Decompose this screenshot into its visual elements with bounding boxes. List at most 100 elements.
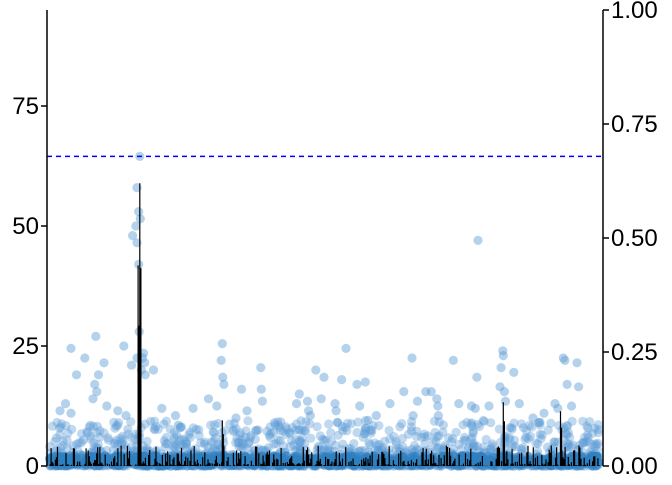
scatter-point — [366, 428, 376, 438]
scatter-point — [460, 435, 471, 445]
scatter-point — [119, 341, 129, 351]
scatter-point — [169, 428, 179, 438]
scatter-point — [188, 403, 198, 413]
scatter-point — [181, 437, 191, 447]
scatter-point — [432, 432, 442, 442]
scatter-point — [245, 433, 255, 443]
scatter-point — [86, 434, 96, 444]
scatter-point — [180, 442, 190, 452]
scatter-point — [409, 440, 420, 451]
scatter-point — [467, 418, 477, 428]
scatter-point — [295, 442, 305, 452]
scatter-point — [563, 428, 574, 438]
scatter-point — [472, 441, 482, 451]
scatter-point — [284, 428, 294, 438]
scatter-point — [200, 437, 210, 447]
scatter-point — [235, 428, 245, 438]
scatter-point — [88, 394, 98, 404]
scatter-point — [228, 426, 238, 436]
scatter-point — [181, 439, 191, 449]
scatter-point — [566, 401, 577, 411]
scatter-point — [578, 416, 588, 426]
scatter-point — [391, 440, 401, 450]
scatter-point — [169, 433, 179, 443]
scatter-point — [365, 440, 375, 450]
scatter-point — [148, 365, 159, 375]
scatter-point — [290, 425, 301, 435]
scatter-point — [579, 437, 589, 447]
scatter-point — [411, 455, 421, 465]
scatter-point — [51, 433, 62, 443]
scatter-point — [593, 428, 603, 438]
scatter-point — [151, 422, 161, 432]
scatter-point — [159, 419, 169, 429]
black-trace-layer — [49, 183, 600, 466]
scatter-point — [300, 439, 310, 449]
left-tick-label: 25 — [12, 333, 39, 360]
scatter-point — [466, 434, 476, 444]
left-tick-label: 50 — [12, 213, 39, 240]
scatter-point — [367, 426, 377, 436]
scatter-point — [473, 419, 483, 429]
scatter-point — [391, 445, 401, 455]
scatter-point — [301, 426, 311, 436]
scatter-point — [265, 422, 275, 432]
scatter-point — [231, 413, 241, 423]
scatter-point — [500, 396, 511, 406]
scatter-point — [240, 432, 251, 442]
scatter-point — [519, 423, 529, 433]
scatter-point — [292, 444, 302, 454]
scatter-point — [256, 384, 266, 394]
scatter-point — [109, 439, 119, 449]
scatter-point — [498, 346, 508, 356]
scatter-point — [433, 411, 443, 421]
scatter-point — [126, 417, 136, 427]
scatter-point — [251, 425, 261, 436]
scatter-point — [257, 451, 267, 461]
scatter-point — [55, 406, 65, 416]
scatter-point — [232, 433, 242, 443]
scatter-point — [504, 434, 514, 444]
scatter-point — [243, 439, 254, 449]
scatter-point — [535, 417, 545, 427]
scatter-point — [593, 438, 603, 448]
scatter-point — [378, 442, 388, 453]
scatter-point — [302, 396, 313, 406]
scatter-point — [323, 443, 333, 453]
scatter-point — [395, 422, 405, 432]
scatter-point — [370, 438, 380, 448]
scatter-point — [352, 427, 362, 438]
scatter-point — [358, 432, 368, 442]
scatter-point — [208, 427, 218, 437]
scatter-point — [102, 401, 112, 411]
scatter-point — [250, 434, 260, 444]
scatter-point — [434, 431, 444, 441]
scatter-point — [121, 411, 131, 421]
scatter-point — [295, 425, 305, 435]
scatter-point — [371, 411, 381, 421]
scatter-point — [536, 434, 546, 444]
scatter-point — [113, 406, 123, 416]
scatter-point — [495, 382, 505, 392]
scatter-point — [150, 425, 160, 435]
scatter-point — [269, 418, 280, 428]
scatter-point — [509, 367, 519, 377]
scatter-point — [420, 432, 430, 442]
scatter-point — [568, 440, 578, 450]
scatter-point — [459, 436, 469, 446]
scatter-point — [312, 445, 322, 455]
scatter-point — [278, 426, 288, 436]
scatter-point — [355, 401, 365, 411]
scatter-point — [438, 427, 448, 437]
scatter-point — [407, 444, 417, 455]
scatter-point — [438, 420, 448, 430]
scatter-point — [185, 427, 195, 437]
scatter-point — [509, 435, 520, 445]
scatter-point — [305, 419, 315, 429]
scatter-point — [580, 452, 590, 462]
scatter-point — [588, 428, 598, 438]
scatter-point — [324, 419, 334, 429]
scatter-point — [474, 421, 484, 432]
scatter-point — [498, 351, 508, 361]
scatter-point — [114, 461, 124, 471]
